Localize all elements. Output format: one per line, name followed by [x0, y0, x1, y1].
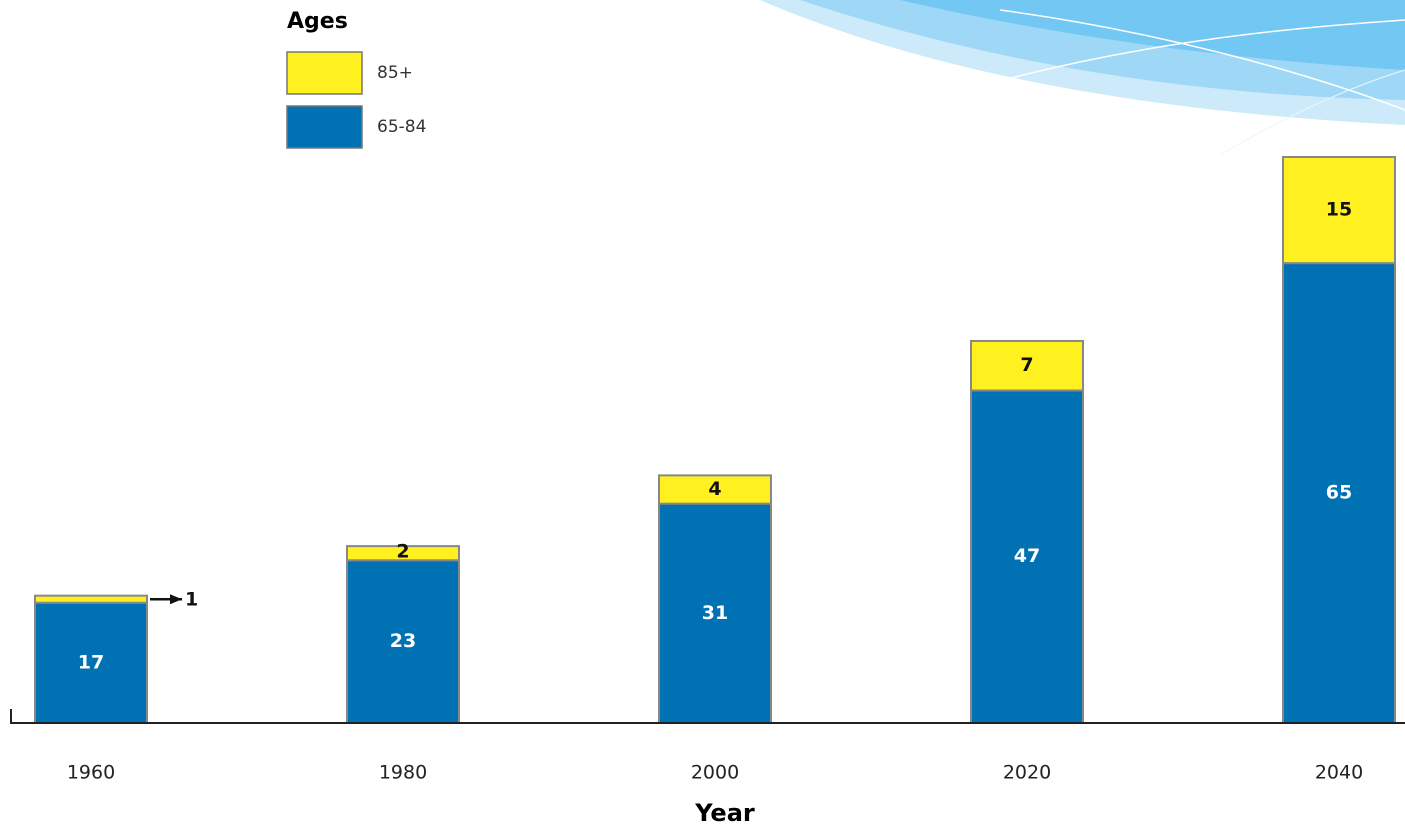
value-label: 31 [702, 602, 728, 624]
legend-label: 65-84 [377, 117, 426, 137]
bar-segment [1282, 156, 1396, 265]
bar-segment [346, 545, 460, 562]
x-tick-label: 2040 [1315, 762, 1363, 784]
value-label: 23 [390, 630, 416, 652]
value-label: 47 [1014, 545, 1040, 567]
x-axis-title: Year [694, 799, 755, 827]
value-label: 65 [1326, 482, 1352, 504]
legend: 85+ 65-84 [286, 51, 426, 149]
bar-segment [34, 594, 148, 604]
bar-segment [970, 339, 1084, 392]
value-label: 1 [185, 589, 198, 611]
bar-segment [658, 502, 772, 724]
bar-segment [34, 601, 148, 724]
bar-segment [658, 474, 772, 505]
bar-segment [346, 559, 460, 725]
legend-swatch [286, 51, 363, 95]
x-tick-label: 2000 [691, 762, 739, 784]
legend-swatch [286, 105, 363, 149]
x-tick-label: 2020 [1003, 762, 1051, 784]
plot-area: 1960 17 1 1980 23 2 2000 31 4 2020 47 7 2040 65 15 [34, 156, 1396, 784]
legend-title: Ages [287, 9, 348, 34]
label-arrowhead [170, 594, 182, 605]
value-label: 2 [396, 541, 409, 563]
bar-segment [970, 389, 1084, 724]
value-label: 15 [1326, 199, 1352, 221]
value-label: 4 [708, 478, 721, 500]
legend-label: 85+ [377, 63, 413, 83]
value-label: 7 [1020, 354, 1033, 376]
decoration [760, 0, 1405, 156]
x-tick-label: 1980 [379, 762, 427, 784]
bar-segment [1282, 262, 1396, 724]
value-label: 17 [78, 651, 104, 673]
x-tick-label: 1960 [67, 762, 115, 784]
